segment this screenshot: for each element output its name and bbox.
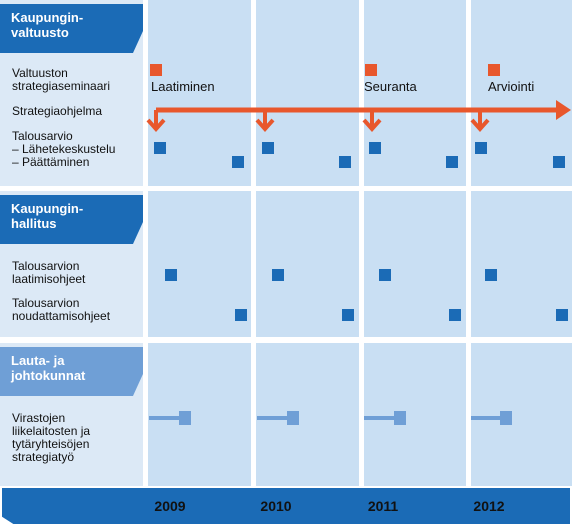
year-column-2012	[471, 343, 572, 486]
section-title-line: johtokunnat	[11, 368, 86, 383]
row-label-line: tytäryhteisöjen	[12, 437, 90, 451]
laatimisohjeet-marker-2012	[485, 269, 497, 281]
strategiatyo-bar-2011	[364, 416, 394, 420]
seminar-label-laatiminen: Laatiminen	[151, 79, 215, 94]
budget-lahete-marker-2012	[475, 142, 487, 154]
row-label-strategiaohjelma: Strategiaohjelma	[12, 105, 102, 118]
row-label-line: Talousarvio	[12, 129, 73, 143]
row-label-line: – Lähetekeskustelu	[12, 142, 116, 156]
seminar-marker-2011	[365, 64, 377, 76]
row-label-line: noudattamisohjeet	[12, 309, 111, 323]
year-column-2010	[256, 191, 359, 337]
strategiatyo-bar-2009	[149, 416, 179, 420]
row-label-line: Talousarvion	[12, 296, 80, 310]
strategiatyo-bar-2012	[471, 416, 500, 420]
strategy-down-arrow-2010	[255, 110, 275, 133]
budget-paatos-marker-2010	[339, 156, 351, 168]
section-title-hallitus: Kaupungin- hallitus	[0, 195, 143, 244]
year-column-2012	[471, 191, 572, 337]
year-label-2012: 2012	[473, 498, 505, 514]
row-label-noudattamisohjeet: Talousarvion noudattamisohjeet	[12, 297, 110, 323]
row-label-line: strategiatyö	[12, 450, 75, 464]
year-column-2011	[364, 0, 466, 186]
seminar-marker-2012	[488, 64, 500, 76]
budget-lahete-marker-2011	[369, 142, 381, 154]
year-column-2011	[364, 343, 466, 486]
year-column-2012	[471, 0, 572, 186]
budget-lahete-marker-2010	[262, 142, 274, 154]
budget-paatos-marker-2009	[232, 156, 244, 168]
strategy-down-arrow-2009	[146, 110, 166, 133]
budget-lahete-marker-2009	[154, 142, 166, 154]
strategiatyo-bar-2010	[257, 416, 287, 420]
laatimisohjeet-marker-2011	[379, 269, 391, 281]
strategy-down-arrow-2011	[362, 110, 382, 133]
seminar-marker-2009	[150, 64, 162, 76]
noudattamisohjeet-marker-2010	[342, 309, 354, 321]
section-title-line: Lauta- ja	[11, 353, 65, 368]
noudattamisohjeet-marker-2012	[556, 309, 568, 321]
row-label-strategiatyo: Virastojen liikelaitosten ja tytäryhteis…	[12, 412, 90, 464]
year-column-2010	[256, 343, 359, 486]
strategiatyo-end-2012	[500, 411, 512, 425]
row-label-line: laatimisohjeet	[12, 272, 86, 286]
row-label-line: – Päättäminen	[12, 155, 90, 169]
strategy-arrow	[146, 100, 571, 133]
seminar-label-arviointi: Arviointi	[488, 79, 535, 94]
laatimisohjeet-marker-2010	[272, 269, 284, 281]
strategiatyo-end-2009	[179, 411, 191, 425]
row-label-seminaari: Valtuuston strategiaseminaari	[12, 67, 110, 93]
seminar-label-seuranta: Seuranta	[364, 79, 417, 94]
year-column-2010	[256, 0, 359, 186]
row-label-line: Virastojen	[12, 411, 66, 425]
noudattamisohjeet-marker-2011	[449, 309, 461, 321]
year-column-2009	[148, 191, 251, 337]
row-label-laatimisohjeet: Talousarvion laatimisohjeet	[12, 260, 85, 286]
year-label-2011: 2011	[367, 498, 399, 514]
row-label-line: Strategiaohjelma	[12, 104, 103, 118]
budget-paatos-marker-2012	[553, 156, 565, 168]
section-title-line: hallitus	[11, 216, 57, 231]
strategy-down-arrow-2012	[470, 110, 490, 133]
row-label-talousarvio: Talousarvio – Lähetekeskustelu – Päättäm…	[12, 130, 115, 169]
section-title-line: Kaupungin-	[11, 201, 84, 216]
section-title-line: Kaupungin-	[11, 10, 84, 25]
row-label-line: liikelaitosten ja	[12, 424, 91, 438]
section-title-lautakunnat: Lauta- ja johtokunnat	[0, 347, 143, 396]
year-column-2009	[148, 343, 251, 486]
year-column-2009	[148, 0, 251, 186]
noudattamisohjeet-marker-2009	[235, 309, 247, 321]
strategiatyo-end-2010	[287, 411, 299, 425]
row-label-line: Valtuuston	[12, 66, 68, 80]
year-label-2010: 2010	[260, 498, 292, 514]
laatimisohjeet-marker-2009	[165, 269, 177, 281]
row-label-line: strategiaseminaari	[12, 79, 111, 93]
budget-paatos-marker-2011	[446, 156, 458, 168]
strategy-arrow-head	[556, 100, 571, 120]
row-label-line: Talousarvion	[12, 259, 80, 273]
section-title-line: valtuusto	[11, 25, 69, 40]
section-title-valtuusto: Kaupungin- valtuusto	[0, 4, 143, 53]
strategiatyo-end-2011	[394, 411, 406, 425]
year-label-2009: 2009	[154, 498, 186, 514]
year-axis-bar	[2, 488, 570, 524]
